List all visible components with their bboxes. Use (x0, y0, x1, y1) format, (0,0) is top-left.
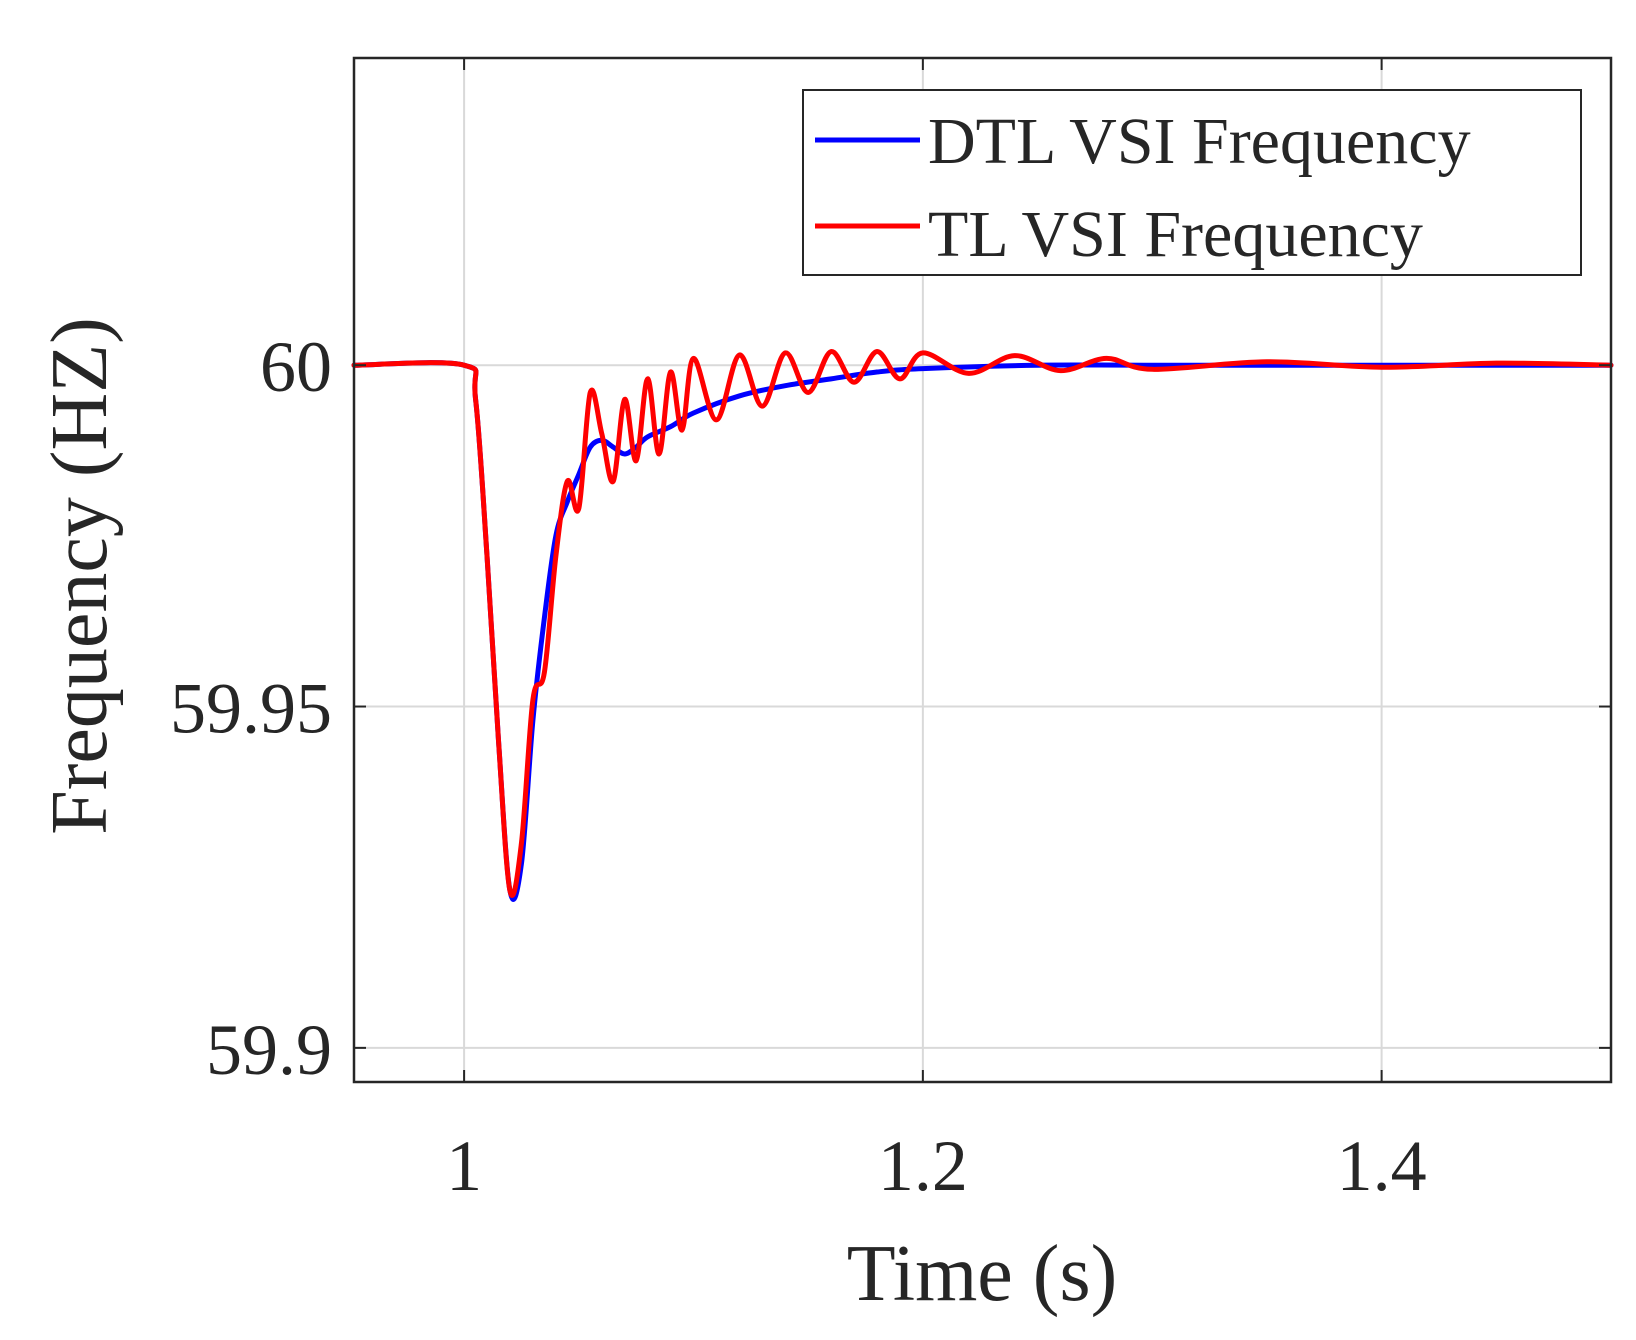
axes-box (352, 56, 1613, 1084)
y-tick-label: 59.95 (170, 669, 332, 749)
x-axis-title: Time (s) (847, 1230, 1117, 1318)
x-tick-label: 1 (446, 1126, 482, 1206)
legend-box (802, 89, 1582, 276)
series-line-tl (351, 349, 1614, 898)
legend-label-dtl: DTL VSI Frequency (928, 105, 1471, 178)
tick-layer: 1 1.2 1.4 59.9 59.95 60 (170, 58, 1611, 1206)
x-tick-label: 1.4 (1337, 1126, 1427, 1206)
x-tick-label: 1.2 (878, 1126, 968, 1206)
y-axis-title: Frequency (HZ) (36, 317, 124, 835)
legend: DTL VSI Frequency TL VSI Frequency (802, 89, 1582, 276)
y-tick-label: 60 (260, 327, 332, 407)
series-layer (351, 349, 1614, 902)
legend-label-tl: TL VSI Frequency (928, 198, 1423, 271)
y-tick-label: 59.9 (206, 1010, 332, 1090)
